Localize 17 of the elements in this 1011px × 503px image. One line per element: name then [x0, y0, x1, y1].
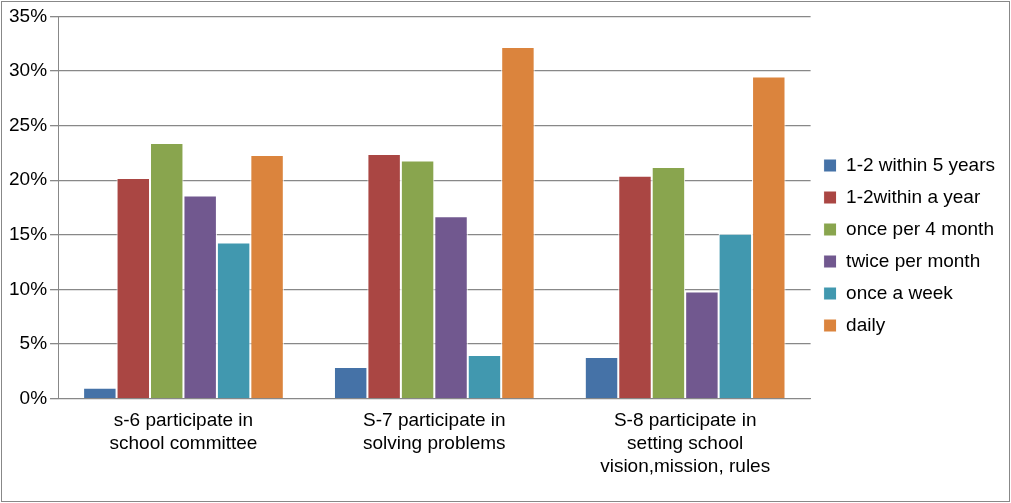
legend-label: 1-2within a year: [846, 185, 981, 207]
y-tick-label: 0%: [19, 386, 48, 408]
y-tick-label: 30%: [9, 59, 48, 81]
y-tick-label: 20%: [9, 168, 48, 190]
legend-label: once per 4 month: [846, 217, 994, 239]
legend-label: once a week: [846, 281, 954, 303]
legend-label: twice per month: [846, 249, 981, 271]
y-tick-label: 25%: [9, 113, 48, 135]
legend-label: 1-2 within 5 years: [846, 153, 995, 175]
y-tick-label: 5%: [19, 332, 48, 354]
y-tick-label: 35%: [9, 4, 48, 26]
legend-label: daily: [846, 313, 886, 335]
x-tick-label: S-8 participate in setting school vision,mission, rules: [600, 409, 771, 476]
x-tick-label: S-7 participate in solving problems: [363, 409, 506, 454]
y-tick-label: 15%: [9, 223, 48, 245]
x-tick-label: s-6 participate in school committee: [109, 409, 258, 454]
y-tick-label: 10%: [9, 277, 48, 299]
